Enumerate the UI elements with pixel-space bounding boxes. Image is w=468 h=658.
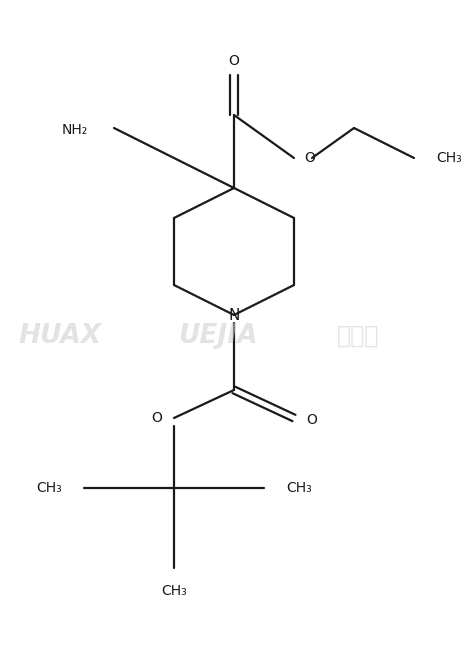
- Text: CH₃: CH₃: [436, 151, 462, 165]
- Text: CH₃: CH₃: [286, 481, 312, 495]
- Text: N: N: [228, 307, 240, 322]
- Text: CH₃: CH₃: [36, 481, 62, 495]
- Text: UEJIA: UEJIA: [178, 322, 257, 349]
- Text: NH₂: NH₂: [62, 123, 88, 137]
- Text: 化学加: 化学加: [337, 324, 380, 347]
- Text: O: O: [306, 413, 317, 427]
- Text: O: O: [304, 151, 315, 165]
- Text: CH₃: CH₃: [161, 584, 187, 598]
- Text: O: O: [228, 54, 240, 68]
- Text: O: O: [151, 411, 162, 425]
- Text: HUAX: HUAX: [19, 322, 102, 349]
